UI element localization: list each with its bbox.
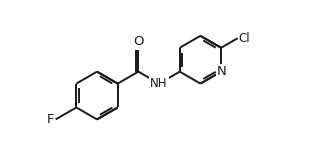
Text: O: O [133,35,144,48]
Text: N: N [216,65,226,78]
Text: F: F [46,113,54,126]
Text: NH: NH [150,77,168,90]
Text: Cl: Cl [238,32,250,45]
